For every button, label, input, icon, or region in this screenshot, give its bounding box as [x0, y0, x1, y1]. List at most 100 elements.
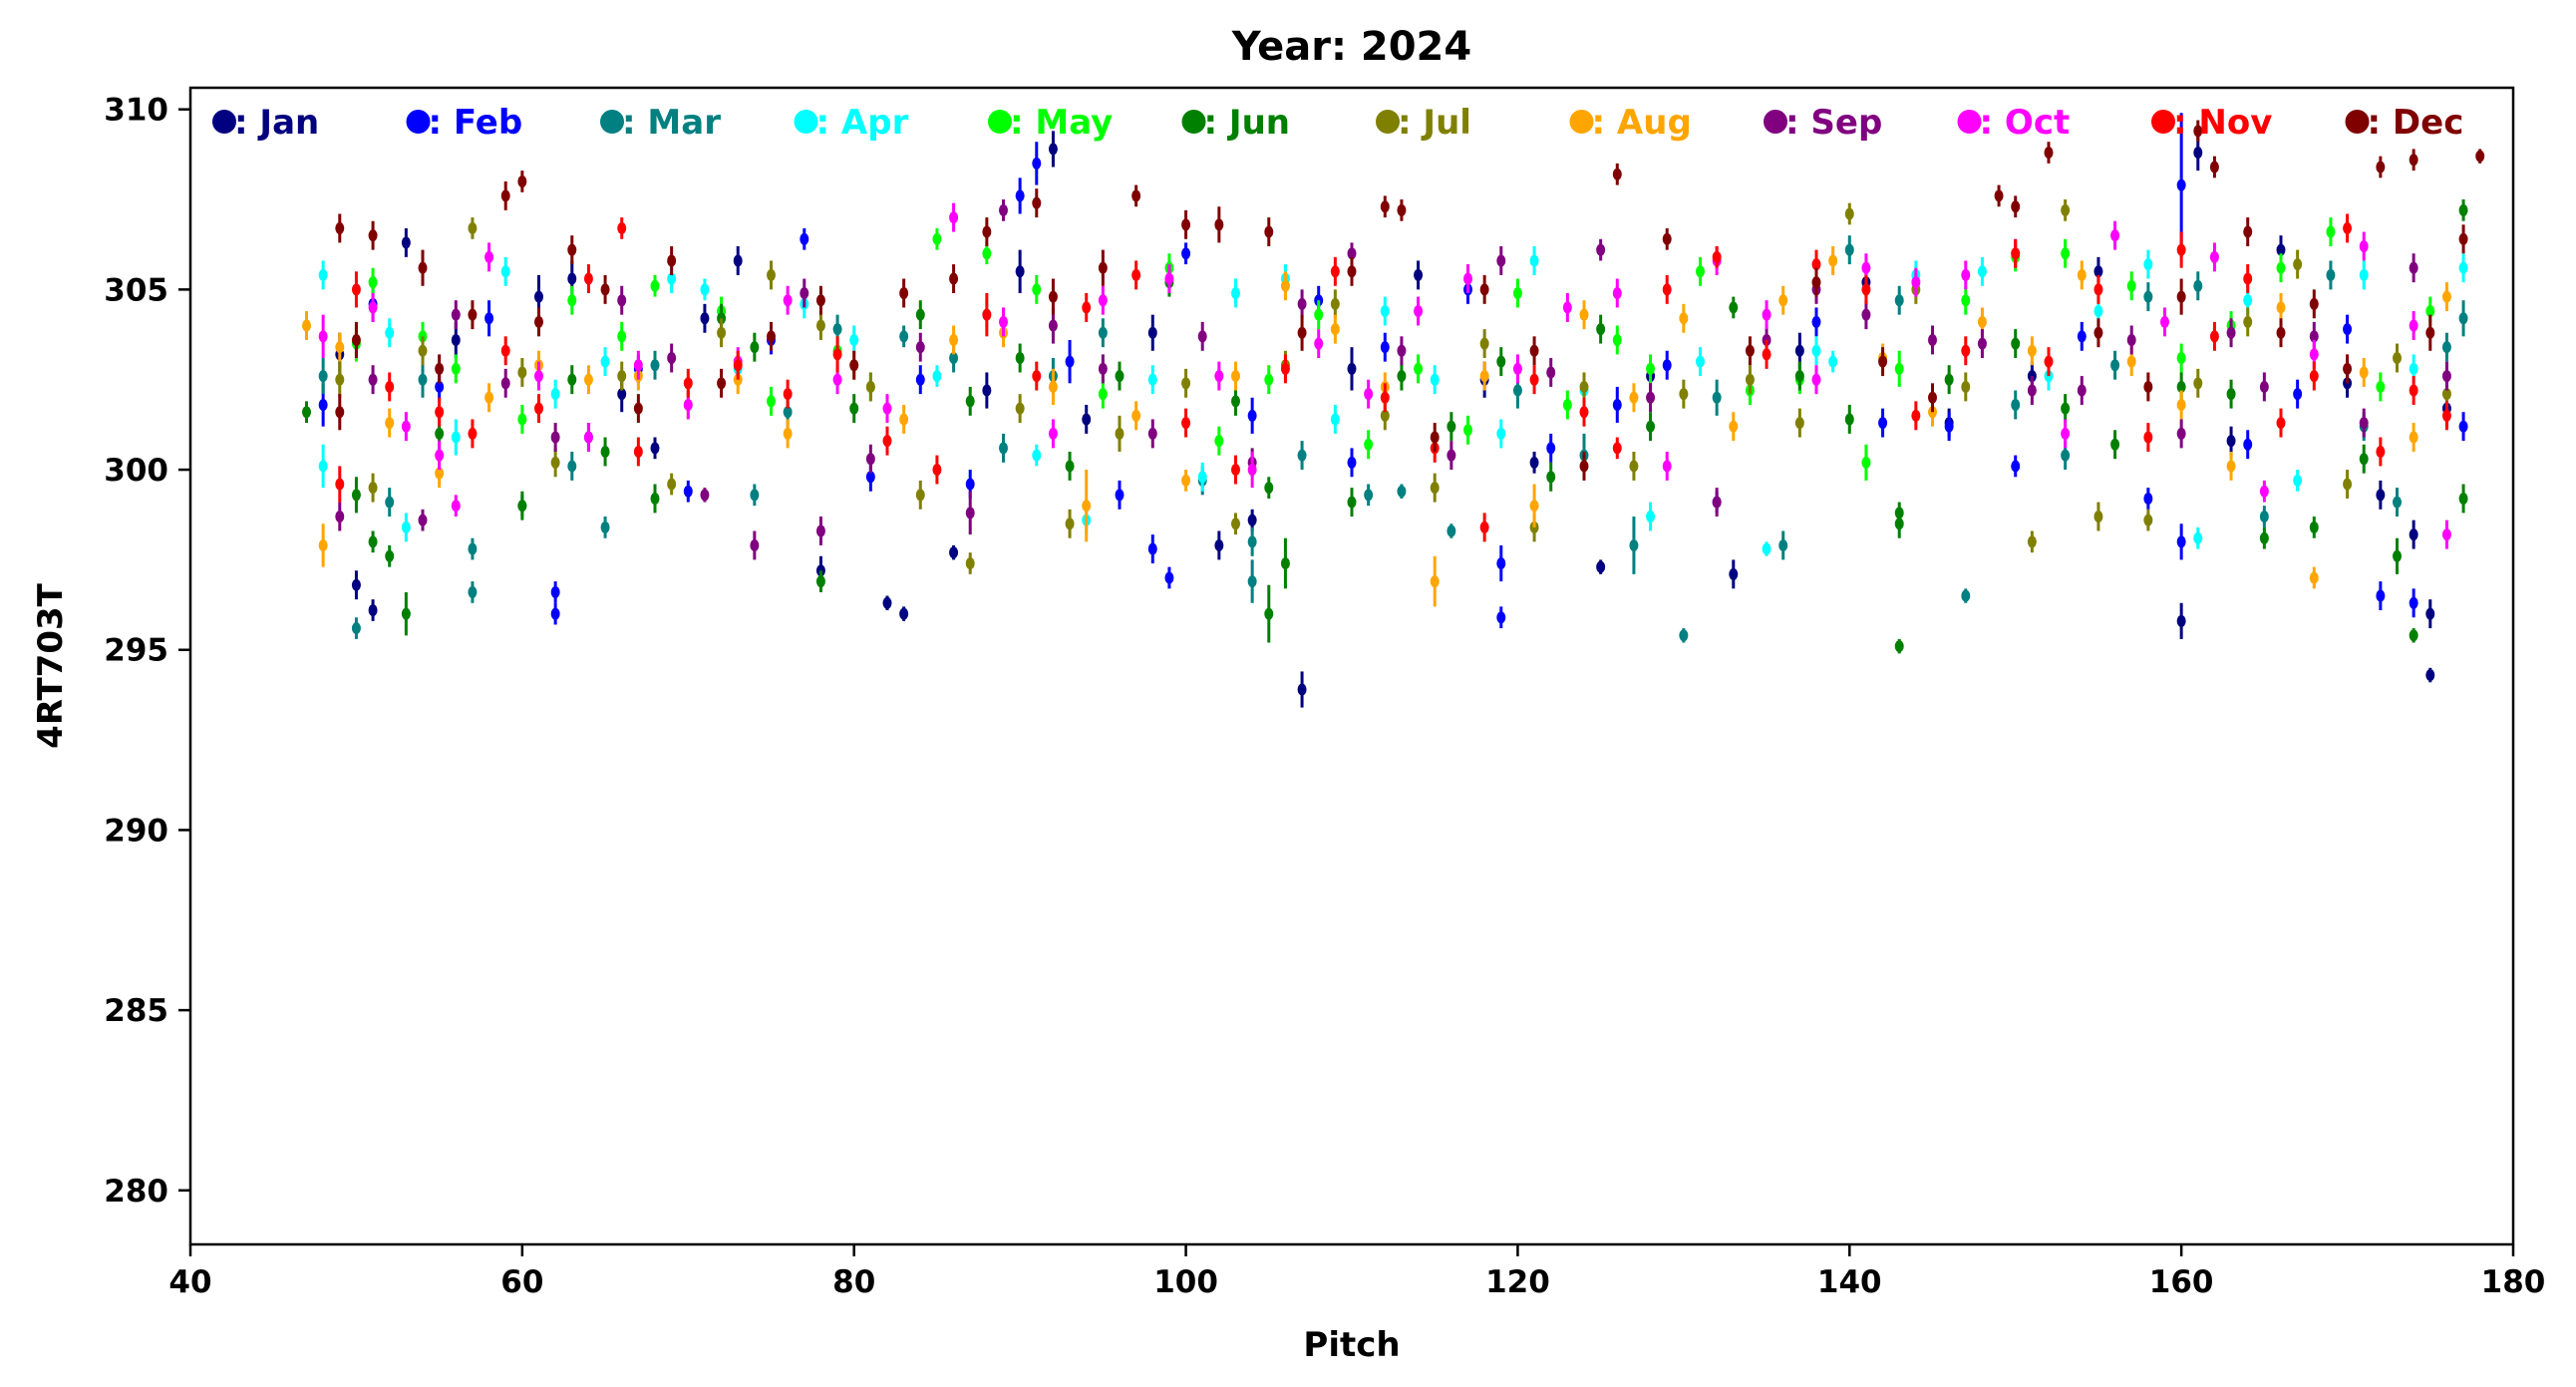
data-point: [1496, 427, 1506, 440]
data-point: [500, 377, 510, 390]
data-point: [451, 500, 461, 513]
data-point: [932, 370, 942, 383]
data-point: [899, 330, 909, 343]
data-point: [550, 607, 560, 620]
data-point: [1712, 250, 1722, 263]
data-point: [783, 427, 793, 440]
data-point: [2226, 435, 2236, 448]
data-point: [1082, 301, 1092, 314]
data-point: [1032, 370, 1042, 383]
data-point: [1794, 370, 1804, 383]
data-point: [517, 413, 527, 426]
data-point: [2209, 250, 2219, 263]
data-point: [965, 507, 975, 520]
data-point: [368, 373, 378, 386]
data-point: [451, 333, 461, 346]
data-point: [2176, 614, 2186, 627]
y-tick-label: 310: [104, 93, 168, 129]
data-point: [318, 460, 328, 473]
data-point: [1098, 362, 1108, 375]
data-point: [1181, 417, 1191, 430]
legend-label: : May: [1010, 103, 1113, 143]
data-point: [1811, 276, 1821, 289]
data-point: [1878, 417, 1888, 430]
data-point: [2376, 489, 2386, 502]
legend-label: : Feb: [429, 103, 523, 143]
data-point: [468, 308, 478, 321]
data-point: [600, 445, 610, 458]
data-point: [2409, 596, 2418, 609]
data-point: [1115, 427, 1125, 440]
data-point: [982, 247, 992, 260]
x-tick-label: 160: [2149, 1264, 2214, 1300]
data-point: [2409, 261, 2418, 274]
data-point: [1579, 460, 1589, 473]
data-point: [2243, 272, 2253, 285]
data-point: [2061, 203, 2071, 216]
data-point: [1197, 330, 1207, 343]
data-point: [1861, 283, 1871, 296]
data-point: [1231, 395, 1240, 408]
data-point: [2143, 514, 2153, 526]
data-point: [2027, 535, 2037, 548]
data-point: [1496, 254, 1506, 267]
data-point: [435, 362, 445, 375]
data-point: [717, 377, 727, 390]
data-point: [2027, 384, 2037, 397]
data-point: [1778, 294, 1788, 307]
data-point: [2276, 301, 2286, 314]
data-point: [1131, 409, 1141, 422]
data-point: [1961, 344, 1971, 357]
data-point: [1512, 384, 1522, 397]
legend-marker: [1376, 110, 1400, 134]
data-point: [335, 373, 345, 386]
data-point: [2093, 265, 2103, 278]
data-point: [534, 402, 543, 415]
data-point: [2176, 399, 2186, 412]
data-point: [335, 341, 345, 354]
data-point: [1098, 294, 1108, 307]
data-point: [1397, 344, 1407, 357]
data-point: [1646, 362, 1656, 375]
data-point: [1512, 362, 1522, 375]
data-point: [1712, 391, 1722, 404]
data-point: [2044, 355, 2054, 368]
data-point: [700, 489, 710, 502]
data-point: [385, 417, 395, 430]
data-point: [667, 352, 677, 365]
data-point: [2259, 531, 2269, 544]
data-point: [1612, 286, 1622, 299]
data-point: [1529, 500, 1539, 513]
data-point: [1264, 225, 1274, 238]
data-point: [567, 294, 577, 307]
data-point: [1629, 391, 1639, 404]
data-point: [1579, 406, 1589, 419]
data-point: [2359, 268, 2369, 281]
data-point: [1181, 474, 1191, 487]
data-point: [335, 406, 345, 419]
data-point: [650, 359, 660, 372]
data-point: [1696, 265, 1705, 278]
data-point: [1032, 157, 1042, 170]
data-point: [1961, 294, 1971, 307]
data-point: [1629, 538, 1639, 551]
data-point: [600, 520, 610, 533]
data-point: [1280, 279, 1290, 292]
data-point: [1679, 312, 1689, 325]
data-point: [1397, 370, 1407, 383]
data-point: [2441, 409, 2451, 422]
data-point: [1048, 143, 1058, 156]
data-point: [617, 221, 627, 234]
data-point: [2243, 294, 2253, 307]
data-point: [550, 585, 560, 598]
data-point: [683, 377, 693, 390]
data-point: [899, 607, 909, 620]
data-point: [2343, 221, 2353, 234]
data-point: [1347, 456, 1357, 469]
data-point: [1447, 420, 1456, 433]
data-point: [1247, 575, 1257, 588]
data-point: [865, 471, 875, 484]
legend-marker: [988, 110, 1012, 134]
data-point: [650, 492, 660, 505]
